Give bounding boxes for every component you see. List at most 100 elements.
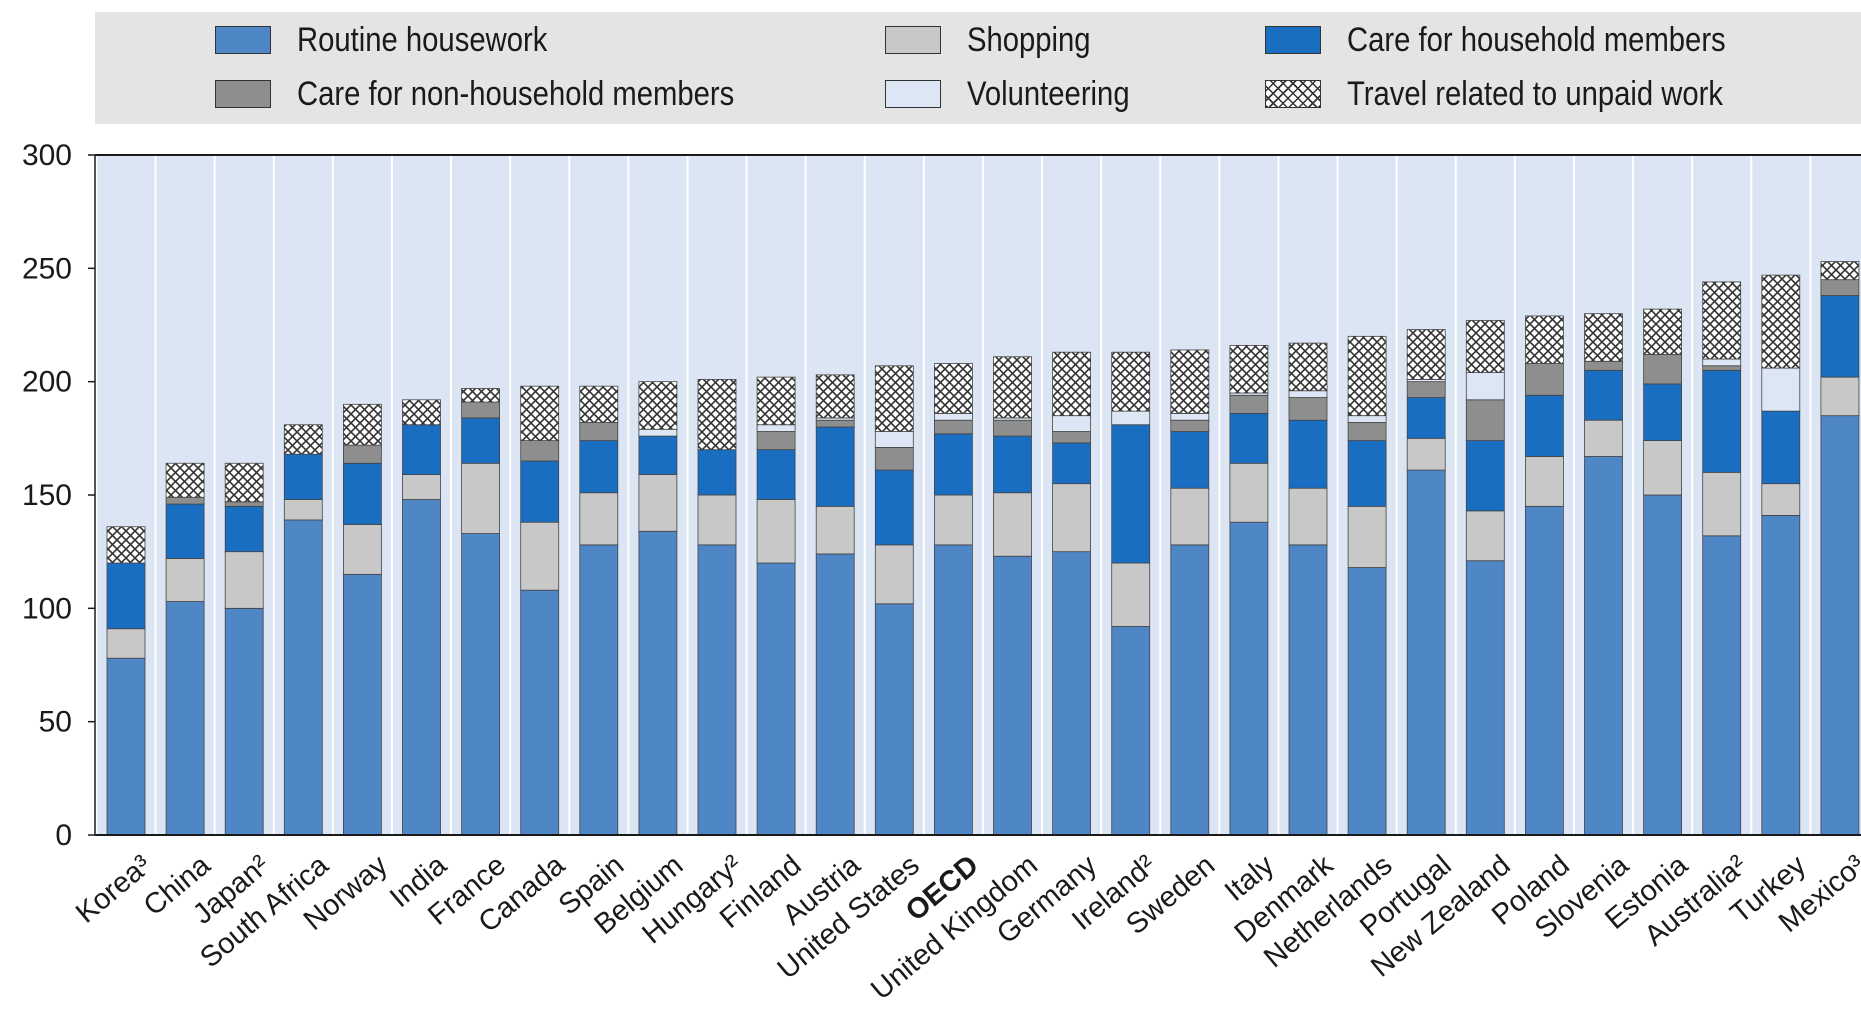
bar-segment-sweden-care-for-non-household-members bbox=[1170, 419, 1210, 432]
bar-segment-hungary-care-for-household-members bbox=[697, 449, 737, 496]
bar-stack-germany bbox=[1052, 351, 1091, 836]
bar-segment-germany-care-for-non-household-members bbox=[1052, 431, 1091, 444]
bar-segment-oecd-volunteering bbox=[934, 412, 973, 421]
bar-stack-hungary bbox=[697, 378, 737, 836]
bar-segment-turkey-care-for-household-members bbox=[1761, 410, 1801, 485]
bar-segment-spain-care-for-non-household-members bbox=[579, 422, 619, 442]
bar-segment-japan-routine-housework bbox=[224, 607, 264, 836]
bar-segment-italy-care-for-household-members bbox=[1229, 412, 1269, 464]
legend-item-shopping: Shopping bbox=[885, 20, 1111, 60]
bar-segment-united-kingdom-care-for-non-household-members bbox=[993, 419, 1032, 437]
legend-swatch-care-for-non-household-members bbox=[215, 80, 271, 108]
bar-segment-india-routine-housework bbox=[402, 499, 441, 836]
bar-segment-korea-care-for-household-members bbox=[106, 562, 146, 630]
y-tick-label: 100 bbox=[22, 592, 72, 625]
bar-segment-portugal-care-for-household-members bbox=[1406, 397, 1446, 439]
bar-segment-china-routine-housework bbox=[165, 601, 205, 836]
bar-segment-sweden-routine-housework bbox=[1170, 544, 1210, 836]
y-tick-label: 200 bbox=[22, 366, 72, 399]
bar-segment-mexico-care-for-non-household-members bbox=[1820, 279, 1860, 296]
bar-stack-turkey bbox=[1761, 274, 1801, 836]
bar-segment-united-kingdom-routine-housework bbox=[993, 555, 1032, 836]
bar-segment-spain-routine-housework bbox=[579, 544, 619, 836]
bar-segment-france-care-for-household-members bbox=[461, 417, 501, 464]
bar-segment-portugal-travel-related-to-unpaid-work bbox=[1406, 329, 1446, 380]
bar-segment-ireland-volunteering bbox=[1111, 410, 1151, 426]
category-label-korea: Korea³ bbox=[70, 849, 158, 930]
bar-segment-china-care-for-non-household-members bbox=[165, 496, 205, 505]
bar-stack-netherlands bbox=[1347, 335, 1387, 836]
bar-segment-japan-care-for-non-household-members bbox=[224, 501, 264, 507]
bar-segment-belgium-travel-related-to-unpaid-work bbox=[638, 381, 678, 430]
bar-stack-korea bbox=[106, 526, 146, 836]
y-tick-label: 0 bbox=[55, 819, 72, 852]
bar-segment-slovenia-shopping bbox=[1584, 419, 1623, 457]
bar-segment-portugal-shopping bbox=[1406, 437, 1446, 471]
bar-stack-denmark bbox=[1288, 342, 1328, 836]
bar-segment-oecd-routine-housework bbox=[934, 544, 973, 836]
bar-segment-netherlands-volunteering bbox=[1347, 415, 1387, 423]
legend-item-travel-related-to-unpaid-work: Travel related to unpaid work bbox=[1265, 74, 1784, 114]
bar-segment-new-zealand-volunteering bbox=[1465, 372, 1505, 401]
legend-label-care-for-non-household-members: Care for non-household members bbox=[297, 74, 735, 113]
bar-segment-united-states-routine-housework bbox=[874, 603, 914, 836]
bar-segment-mexico-routine-housework bbox=[1820, 415, 1860, 836]
bar-segment-turkey-travel-related-to-unpaid-work bbox=[1761, 274, 1801, 369]
bar-segment-denmark-shopping bbox=[1288, 487, 1328, 546]
legend-swatch-care-for-household-members bbox=[1265, 26, 1321, 54]
bar-segment-denmark-volunteering bbox=[1288, 390, 1328, 398]
bar-segment-poland-care-for-household-members bbox=[1525, 394, 1564, 457]
bar-segment-south-africa-travel-related-to-unpaid-work bbox=[283, 424, 323, 455]
bar-segment-norway-travel-related-to-unpaid-work bbox=[342, 403, 382, 446]
legend-swatch-shopping bbox=[885, 26, 941, 54]
bar-segment-india-care-for-household-members bbox=[402, 424, 441, 476]
bar-segment-germany-volunteering bbox=[1052, 415, 1091, 432]
bar-segment-south-africa-routine-housework bbox=[283, 519, 323, 836]
bar-stack-united-kingdom bbox=[993, 356, 1032, 836]
bar-segment-germany-shopping bbox=[1052, 483, 1091, 553]
bar-segment-estonia-routine-housework bbox=[1643, 494, 1682, 836]
bar-segment-united-states-care-for-household-members bbox=[874, 469, 914, 546]
bar-segment-france-routine-housework bbox=[461, 533, 501, 836]
bar-segment-slovenia-care-for-household-members bbox=[1584, 369, 1623, 421]
bar-segment-finland-care-for-non-household-members bbox=[756, 431, 796, 451]
legend-label-routine-housework: Routine housework bbox=[297, 20, 548, 59]
bar-segment-finland-travel-related-to-unpaid-work bbox=[756, 376, 796, 426]
bar-segment-mexico-care-for-household-members bbox=[1820, 295, 1860, 378]
bar-segment-japan-shopping bbox=[224, 551, 264, 609]
bar-segment-estonia-shopping bbox=[1643, 440, 1682, 496]
bar-segment-france-shopping bbox=[461, 462, 501, 534]
bar-segment-austria-routine-housework bbox=[815, 553, 855, 836]
grid bbox=[95, 155, 1812, 835]
bar-segment-korea-shopping bbox=[106, 628, 146, 659]
bar-segment-slovenia-care-for-non-household-members bbox=[1584, 360, 1623, 371]
legend-label-care-for-household-members: Care for household members bbox=[1347, 20, 1726, 59]
y-tick-label: 150 bbox=[22, 479, 72, 512]
y-tick-labels: 0 50 100 150 200 250 300 bbox=[22, 139, 95, 852]
bar-stack-spain bbox=[579, 385, 619, 836]
bar-segment-united-kingdom-shopping bbox=[993, 492, 1032, 557]
bar-segment-india-travel-related-to-unpaid-work bbox=[402, 399, 441, 426]
bar-segment-united-states-shopping bbox=[874, 544, 914, 605]
bar-segment-sweden-travel-related-to-unpaid-work bbox=[1170, 349, 1210, 414]
bar-segment-new-zealand-routine-housework bbox=[1465, 560, 1505, 836]
bar-stack-south-africa bbox=[283, 424, 323, 836]
bar-segment-netherlands-care-for-non-household-members bbox=[1347, 422, 1387, 442]
bar-segment-finland-care-for-household-members bbox=[756, 449, 796, 500]
legend-label-shopping: Shopping bbox=[967, 20, 1091, 59]
bar-stack-portugal bbox=[1406, 329, 1446, 836]
bar-segment-estonia-care-for-household-members bbox=[1643, 383, 1682, 441]
bar-segment-mexico-travel-related-to-unpaid-work bbox=[1820, 261, 1860, 281]
bar-segment-united-kingdom-travel-related-to-unpaid-work bbox=[993, 356, 1032, 419]
bar-segment-oecd-travel-related-to-unpaid-work bbox=[934, 363, 973, 414]
bar-segment-spain-travel-related-to-unpaid-work bbox=[579, 385, 619, 423]
bar-stack-poland bbox=[1525, 315, 1564, 836]
bar-segment-south-africa-care-for-household-members bbox=[283, 453, 323, 500]
bar-stack-norway bbox=[342, 403, 382, 836]
bar-segment-new-zealand-shopping bbox=[1465, 510, 1505, 562]
bar-segment-ireland-shopping bbox=[1111, 562, 1151, 627]
bar-segment-denmark-routine-housework bbox=[1288, 544, 1328, 836]
bar-segment-hungary-routine-housework bbox=[697, 544, 737, 836]
legend-item-care-for-non-household-members: Care for non-household members bbox=[215, 74, 805, 114]
